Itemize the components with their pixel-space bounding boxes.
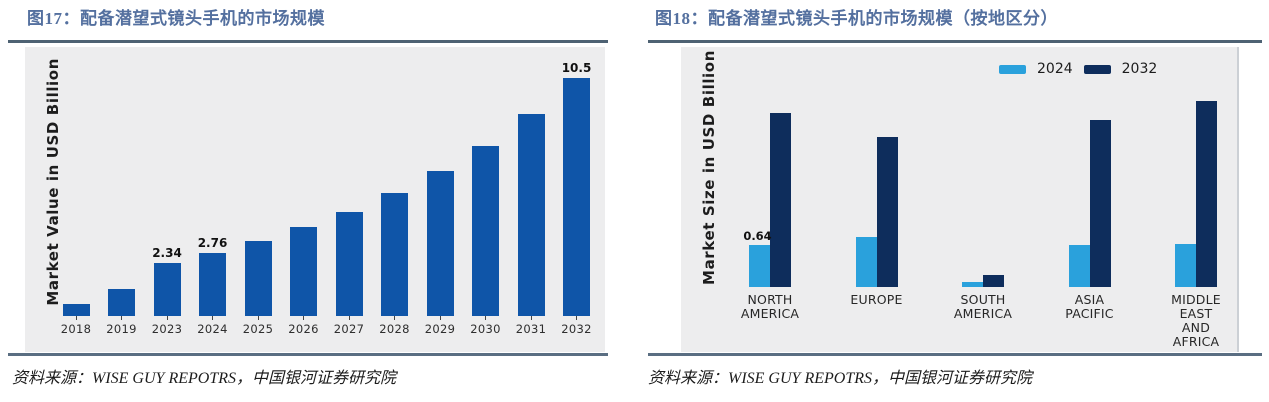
chart-legend: 2024 2032 [999,61,1157,77]
figure-17-bottom-rule [8,353,608,356]
x-label-2026: 2026 [288,322,319,336]
x-tick-2031 [530,316,532,320]
x-label-middle-east-and-africa: MIDDLE EAST AND AFRICA [1171,292,1221,349]
x-label-2032: 2032 [561,322,592,336]
figure-17-title: 图17：配备潜望式镜头手机的市场规模 [27,9,325,28]
x-label-europe: EUROPE [850,292,903,307]
bar-2018 [62,304,90,316]
legend-item-2032: 2032 [1083,61,1158,77]
x-label-north-america: NORTH AMERICA [740,292,800,321]
legend-label-2024: 2024 [1037,61,1073,77]
x-label-2019: 2019 [106,322,137,336]
x-label-2030: 2030 [470,322,501,336]
x-tick-2032 [576,316,577,320]
bar-2024-europe [855,237,877,287]
figure-17-source: 资料来源：WISE GUY REPOTRS，中国银河证券研究院 [12,370,396,387]
bar-2028 [381,193,408,316]
x-label-2023: 2023 [151,322,183,336]
bar-2032-asia-pacific [1089,120,1111,287]
bar-2019 [108,289,135,316]
figure-18-bottom-rule [648,353,1262,356]
bar-2031 [517,114,545,316]
figure-18-chart: Market Size in USD Billion 2024 2032 NOR… [681,47,1239,352]
x-tick-2029 [439,316,441,320]
x-tick-2019 [121,316,122,320]
bar-2024-asia-pacific [1068,245,1090,287]
x-tick-2030 [485,316,486,320]
x-tick-2025 [257,316,259,320]
data-label-2023: 2.34 [152,246,182,260]
x-tick-2026 [303,316,304,320]
x-label-2025: 2025 [242,322,274,336]
bar-2024 [199,253,226,316]
bar-2032-south-america [983,275,1004,287]
data-label-2024: 2.76 [197,236,228,250]
bar-2030 [472,146,499,316]
x-tick-2027 [348,316,350,320]
legend-swatch-2032 [1083,64,1111,74]
figure-18: 图18：配备潜望式镜头手机的市场规模（按地区分） Market Size in … [648,6,1262,391]
figure-18-source: 资料来源：WISE GUY REPOTRS，中国银河证券研究院 [648,370,1032,387]
x-label-2018: 2018 [60,322,92,336]
bar-2032 [563,78,590,316]
x-label-2029: 2029 [424,322,456,336]
legend-label-2032: 2032 [1121,61,1158,77]
bar-2024-south-america [962,282,983,287]
figure-17: 图17：配备潜望式镜头手机的市场规模 Market Value in USD B… [8,6,608,391]
figure-17-title-rule [8,40,608,43]
bar-2025 [244,241,272,316]
figure-18-title: 图18：配备潜望式镜头手机的市场规模（按地区分） [655,9,1058,28]
bar-2027 [335,212,363,316]
x-label-asia-pacific: ASIA PACIFIC [1065,292,1114,321]
x-label-2024: 2024 [197,322,228,336]
legend-swatch-2024 [999,64,1026,74]
x-tick-2018 [75,316,77,320]
x-label-2031: 2031 [515,322,547,336]
x-label-south-america: SOUTH AMERICA [953,292,1013,321]
bar-2032-middle-east-and-africa [1196,101,1217,287]
bar-2026 [290,227,317,316]
bar-2024-north-america [749,245,770,287]
bar-2029 [426,171,454,316]
figure-18-plot-area: NORTH AMERICA EUROPE SOUTH AMERICA ASIA PACIFI… [681,47,1237,352]
data-label-2032: 10.5 [561,61,592,75]
figure-18-title-rule [648,40,1262,43]
figure-17-chart: Market Value in USD Billion 2018 2019 2023… [25,47,605,352]
figure-17-plot-area: 2018 2019 2023 2.34 2024 2.76 2025 2026 2027 2028… [25,47,605,352]
bar-2023 [153,263,181,316]
x-tick-2023 [166,316,168,320]
x-label-2028: 2028 [379,322,410,336]
data-label-2024-north-america: 0.64 [743,229,772,243]
bar-2032-north-america [770,113,791,287]
x-tick-2024 [212,316,213,320]
legend-item-2024: 2024 [999,61,1073,77]
bar-2032-europe [876,137,898,287]
bar-2024-middle-east-and-africa [1175,244,1196,287]
x-tick-2028 [394,316,395,320]
x-label-2027: 2027 [333,322,365,336]
